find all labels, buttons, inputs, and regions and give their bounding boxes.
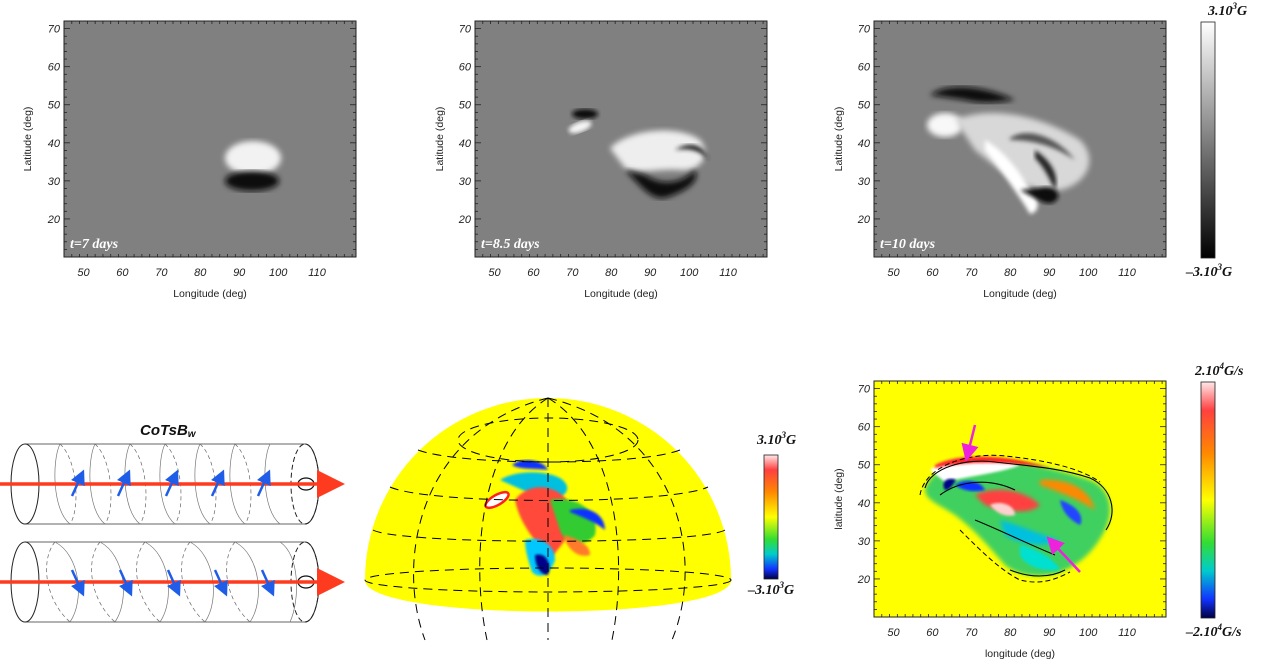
y-tick-label: 20 (458, 214, 472, 226)
rate-colorbar-ramp (1200, 381, 1216, 619)
panel-4-y-axis-label: latitude (deg) (833, 468, 845, 529)
panel-1-axes: 50 60 70 80 90 100 110 20 30 40 50 60 70 (47, 20, 356, 279)
rate-colorbar: 2.104G/s –2.104G/s (1185, 361, 1244, 640)
tube-2 (0, 541, 345, 623)
diagram-title: CoTsBw (140, 422, 197, 440)
rate-colorbar-min-label: –2.104G/s (1185, 622, 1242, 640)
x-tick-label: 90 (644, 267, 657, 279)
sphere-grid (364, 397, 732, 641)
x-tick-label: 60 (527, 267, 540, 279)
x-tick-label: 70 (965, 627, 978, 639)
panel-1-magnetogram (225, 141, 281, 191)
panel-1-time-label: t=7 days (70, 237, 119, 252)
gray-colorbar-max-label: 3.103G (1207, 1, 1247, 19)
x-tick-label: 90 (1043, 267, 1056, 279)
y-tick-label: 70 (858, 384, 871, 396)
x-tick-label: 80 (1004, 267, 1017, 279)
x-tick-label: 110 (719, 267, 737, 279)
y-tick-label: 30 (459, 176, 472, 188)
y-tick-label: 50 (459, 100, 472, 112)
sphere-view (364, 397, 732, 641)
y-tick-label: 70 (858, 24, 871, 36)
x-tick-label: 70 (155, 267, 168, 279)
y-tick-label: 60 (858, 62, 871, 74)
gray-colorbar-min-label: –3.103G (1185, 262, 1232, 280)
x-tick-label: 60 (926, 627, 939, 639)
x-tick-label: 70 (965, 267, 978, 279)
x-tick-label: 60 (116, 267, 129, 279)
x-tick-label: 90 (1043, 627, 1056, 639)
x-tick-label: 60 (926, 267, 939, 279)
x-tick-label: 50 (77, 267, 90, 279)
y-tick-label: 40 (48, 138, 61, 150)
x-tick-label: 50 (488, 267, 501, 279)
x-tick-label: 80 (605, 267, 618, 279)
tube-1 (0, 443, 345, 525)
y-tick-label: 30 (48, 176, 61, 188)
panel-2-time-label: t=8.5 days (481, 237, 540, 252)
panel-4: 50 60 70 80 90 100 110 20 30 40 50 60 70 longitude (… (833, 380, 1167, 660)
panel-2-background (474, 20, 768, 258)
panel-4-field-rate (919, 424, 1113, 583)
x-tick-label: 110 (1118, 627, 1136, 639)
panel-1: 50 60 70 80 90 100 110 20 30 40 50 60 70 t=7 days Lo… (22, 20, 357, 300)
panel-3-magnetogram (927, 86, 1090, 214)
sphere-colorbar-min-label: –3.103G (747, 580, 794, 598)
x-tick-label: 100 (1079, 627, 1098, 639)
panel-4-x-axis-label: longitude (deg) (985, 648, 1055, 660)
sphere-colorbar-max-label: 3.103G (756, 430, 796, 448)
y-tick-label: 40 (858, 138, 871, 150)
y-tick-label: 50 (858, 460, 871, 472)
sphere-colorbar: 3.103G –3.103G (747, 430, 796, 598)
sphere-colorbar-ramp (763, 454, 779, 580)
panel-1-x-axis-label: Longitude (deg) (173, 288, 247, 300)
y-tick-label: 70 (48, 24, 61, 36)
y-tick-label: 60 (48, 62, 61, 74)
panel-2-y-axis-label: Latitude (deg) (434, 107, 446, 172)
y-tick-label: 50 (48, 100, 61, 112)
panel-4-axes: 50 60 70 80 90 100 110 20 30 40 50 60 70 (857, 380, 1166, 639)
y-tick-label: 60 (459, 62, 472, 74)
panel-3-axes: 50 60 70 80 90 100 110 20 30 40 50 60 70 (857, 20, 1166, 279)
rate-colorbar-max-label: 2.104G/s (1194, 361, 1244, 379)
panel-3-y-axis-label: Latitude (deg) (833, 107, 845, 172)
y-tick-label: 60 (858, 422, 871, 434)
flux-tube-diagram: CoTsBw (0, 422, 345, 623)
y-tick-label: 20 (857, 214, 871, 226)
x-tick-label: 50 (887, 627, 900, 639)
y-tick-label: 30 (858, 176, 871, 188)
x-tick-label: 80 (1004, 627, 1017, 639)
x-tick-label: 110 (308, 267, 326, 279)
x-tick-label: 80 (194, 267, 207, 279)
gray-colorbar: 3.103G –3.103G (1185, 1, 1247, 280)
y-tick-label: 50 (858, 100, 871, 112)
x-tick-label: 50 (887, 267, 900, 279)
panel-3: 50 60 70 80 90 100 110 20 30 40 50 60 70 t=10 days L… (833, 20, 1167, 300)
y-tick-label: 20 (857, 574, 871, 586)
x-tick-label: 100 (269, 267, 288, 279)
magenta-arrow-upper (961, 424, 979, 462)
magenta-arrow-lower (1046, 536, 1081, 573)
panel-2-axes: 50 60 70 80 90 100 110 20 30 40 50 60 70 (458, 20, 767, 279)
y-tick-label: 40 (459, 138, 472, 150)
gray-colorbar-ramp (1200, 21, 1216, 259)
panel-1-background (63, 20, 357, 258)
x-tick-label: 90 (233, 267, 246, 279)
y-tick-label: 20 (47, 214, 61, 226)
y-tick-label: 30 (858, 536, 871, 548)
x-tick-label: 110 (1118, 267, 1136, 279)
x-tick-label: 100 (680, 267, 699, 279)
y-tick-label: 70 (459, 24, 472, 36)
panel-3-x-axis-label: Longitude (deg) (983, 288, 1057, 300)
panel-2-x-axis-label: Longitude (deg) (584, 288, 658, 300)
panel-2-magnetogram (568, 109, 708, 199)
x-tick-label: 100 (1079, 267, 1098, 279)
x-tick-label: 70 (566, 267, 579, 279)
panel-1-y-axis-label: Latitude (deg) (22, 107, 34, 172)
y-tick-label: 40 (858, 498, 871, 510)
panel-3-time-label: t=10 days (880, 237, 936, 252)
